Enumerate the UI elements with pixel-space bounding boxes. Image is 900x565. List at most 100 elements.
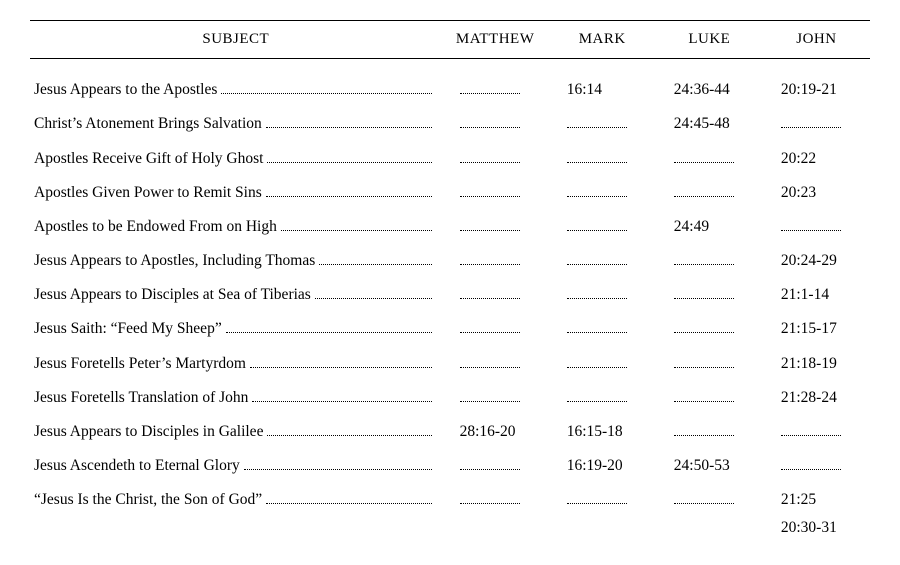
empty-dots bbox=[460, 149, 520, 162]
empty-dots bbox=[674, 320, 734, 333]
mark-ref: 16:19-20 bbox=[567, 457, 623, 474]
john-ref: 21:15-17 bbox=[781, 320, 837, 337]
empty-dots bbox=[460, 491, 520, 504]
table-row: Jesus Saith: “Feed My Sheep” 21:15-17 bbox=[30, 312, 870, 346]
luke-cell bbox=[656, 381, 763, 415]
mark-cell bbox=[549, 210, 656, 244]
table-row: Jesus Appears to the Apostles 16:14 24:36-… bbox=[30, 59, 870, 108]
subject-text: Jesus Foretells Translation of John bbox=[34, 389, 250, 407]
leader-dots bbox=[281, 218, 432, 231]
empty-dots bbox=[781, 115, 841, 128]
empty-dots bbox=[460, 184, 520, 197]
john-cell bbox=[763, 210, 870, 244]
empty-dots bbox=[460, 115, 520, 128]
mark-cell: 16:14 bbox=[549, 59, 656, 108]
john-cell: 21:18-19 bbox=[763, 346, 870, 380]
luke-cell: 24:49 bbox=[656, 210, 763, 244]
subject-text: Jesus Appears to Disciples at Sea of Tib… bbox=[34, 286, 313, 304]
leader-dots bbox=[226, 320, 432, 333]
john-cell bbox=[763, 415, 870, 449]
subject-cell: Apostles Receive Gift of Holy Ghost bbox=[30, 141, 442, 175]
subject-text: Jesus Appears to Disciples in Galilee bbox=[34, 423, 265, 441]
matthew-cell bbox=[442, 59, 549, 108]
subject-text: Apostles Receive Gift of Holy Ghost bbox=[34, 150, 265, 168]
table-row: Apostles Given Power to Remit Sins 20:23 bbox=[30, 176, 870, 210]
john-cell: 20:19-21 bbox=[763, 59, 870, 108]
john-cell bbox=[763, 449, 870, 483]
mark-cell bbox=[549, 107, 656, 141]
subject-cell: Jesus Foretells Peter’s Martyrdom bbox=[30, 346, 442, 380]
john-cell: 21:28-24 bbox=[763, 381, 870, 415]
table-row: Jesus Ascendeth to Eternal Glory 16:19-20… bbox=[30, 449, 870, 483]
leader-dots bbox=[221, 81, 431, 94]
leader-dots bbox=[252, 389, 431, 402]
subject-text: Apostles Given Power to Remit Sins bbox=[34, 184, 264, 202]
table-row: Jesus Foretells Peter’s Martyrdom 21:18-1… bbox=[30, 346, 870, 380]
matthew-cell: 28:16-20 bbox=[442, 415, 549, 449]
mark-cell bbox=[549, 381, 656, 415]
mark-cell bbox=[549, 141, 656, 175]
mark-ref: 16:14 bbox=[567, 81, 602, 98]
empty-dots bbox=[781, 218, 841, 231]
empty-dots bbox=[674, 354, 734, 367]
subject-text: Jesus Ascendeth to Eternal Glory bbox=[34, 457, 242, 475]
john-cell bbox=[763, 107, 870, 141]
matthew-cell bbox=[442, 278, 549, 312]
luke-ref: 24:50-53 bbox=[674, 457, 730, 474]
empty-dots bbox=[460, 218, 520, 231]
col-header-john: JOHN bbox=[763, 21, 870, 59]
leader-dots bbox=[244, 457, 432, 470]
subject-cell: Apostles Given Power to Remit Sins bbox=[30, 176, 442, 210]
empty-dots bbox=[567, 184, 627, 197]
mark-cell: 16:19-20 bbox=[549, 449, 656, 483]
leader-dots bbox=[267, 423, 431, 436]
empty-dots bbox=[567, 115, 627, 128]
subject-cell: Jesus Ascendeth to Eternal Glory bbox=[30, 449, 442, 483]
john-cell: 20:24-29 bbox=[763, 244, 870, 278]
matthew-cell bbox=[442, 449, 549, 483]
leader-dots bbox=[266, 491, 431, 504]
empty-dots bbox=[674, 389, 734, 402]
john-ref: 21:1-14 bbox=[781, 286, 829, 303]
table-header-row: SUBJECT MATTHEW MARK LUKE JOHN bbox=[30, 21, 870, 59]
empty-dots bbox=[674, 286, 734, 299]
col-header-subject: SUBJECT bbox=[30, 21, 442, 59]
subject-cell: Jesus Appears to Disciples in Galilee bbox=[30, 415, 442, 449]
empty-dots bbox=[460, 389, 520, 402]
mark-cell bbox=[549, 483, 656, 545]
luke-ref: 24:45-48 bbox=[674, 115, 730, 132]
table-row: Jesus Foretells Translation of John 21:28… bbox=[30, 381, 870, 415]
john-cell: 21:1-14 bbox=[763, 278, 870, 312]
empty-dots bbox=[781, 423, 841, 436]
table-row: Apostles to be Endowed From on High24:49 bbox=[30, 210, 870, 244]
john-ref: 20:23 bbox=[781, 184, 816, 201]
empty-dots bbox=[567, 218, 627, 231]
empty-dots bbox=[567, 354, 627, 367]
subject-text: Jesus Foretells Peter’s Martyrdom bbox=[34, 355, 248, 373]
luke-cell bbox=[656, 483, 763, 545]
subject-cell: Jesus Appears to Disciples at Sea of Tib… bbox=[30, 278, 442, 312]
matthew-cell bbox=[442, 210, 549, 244]
subject-cell: Jesus Saith: “Feed My Sheep” bbox=[30, 312, 442, 346]
empty-dots bbox=[567, 491, 627, 504]
col-header-luke: LUKE bbox=[656, 21, 763, 59]
col-header-matthew: MATTHEW bbox=[442, 21, 549, 59]
leader-dots bbox=[267, 149, 431, 162]
mark-cell bbox=[549, 244, 656, 278]
luke-cell bbox=[656, 141, 763, 175]
subject-cell: Jesus Appears to Apostles, Including Tho… bbox=[30, 244, 442, 278]
gospel-harmony-table: SUBJECT MATTHEW MARK LUKE JOHN Jesus App… bbox=[30, 20, 870, 545]
subject-cell: Jesus Appears to the Apostles bbox=[30, 59, 442, 108]
table-row: Jesus Appears to Disciples in Galilee 28:… bbox=[30, 415, 870, 449]
matthew-cell bbox=[442, 176, 549, 210]
subject-text: Jesus Appears to the Apostles bbox=[34, 81, 219, 99]
subject-cell: “Jesus Is the Christ, the Son of God” bbox=[30, 483, 442, 545]
matthew-cell bbox=[442, 244, 549, 278]
subject-text: Christ’s Atonement Brings Salvation bbox=[34, 115, 264, 133]
subject-cell: Jesus Foretells Translation of John bbox=[30, 381, 442, 415]
luke-cell: 24:36-44 bbox=[656, 59, 763, 108]
table-row: Jesus Appears to Apostles, Including Tho… bbox=[30, 244, 870, 278]
john-cell: 21:15-17 bbox=[763, 312, 870, 346]
leader-dots bbox=[315, 286, 432, 299]
table-body: Jesus Appears to the Apostles 16:14 24:36-… bbox=[30, 59, 870, 546]
